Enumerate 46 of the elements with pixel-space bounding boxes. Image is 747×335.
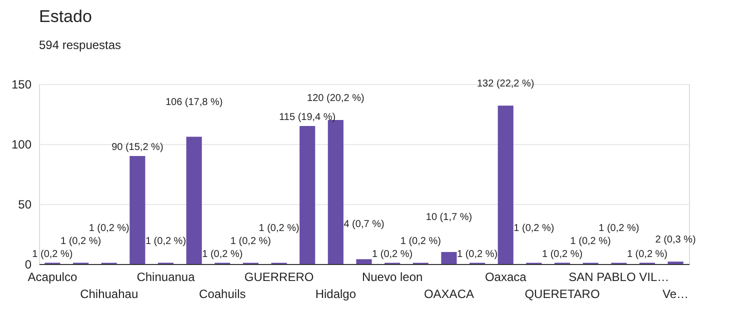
data-label: 1 (0,2 %) bbox=[60, 236, 102, 247]
data-label: 1 (0,2 %) bbox=[570, 236, 611, 247]
data-label: 4 (0,7 %) bbox=[344, 219, 384, 230]
x-tick-label: Oaxaca bbox=[484, 270, 527, 284]
x-tick-label: Hidalgo bbox=[315, 287, 356, 301]
data-label: 120 (20,2 %) bbox=[307, 93, 364, 104]
y-tick-label: 0 bbox=[24, 258, 32, 272]
data-label: 132 (22,2 %) bbox=[476, 78, 534, 90]
bar bbox=[300, 126, 316, 264]
data-label: 1 (0,2 %) bbox=[88, 222, 130, 234]
x-tick-label: SAN PABLO VIL… bbox=[568, 270, 670, 284]
data-label: 1 (0,2 %) bbox=[145, 236, 186, 247]
chart-subtitle: 594 respuestas bbox=[39, 38, 122, 52]
data-label: 1 (0,2 %) bbox=[230, 236, 271, 247]
data-label: 1 (0,2 %) bbox=[542, 248, 583, 260]
y-tick-label: 150 bbox=[11, 78, 32, 92]
data-label: 1 (0,2 %) bbox=[598, 222, 640, 234]
bar bbox=[441, 252, 457, 264]
data-label: 1 (0,2 %) bbox=[32, 248, 73, 260]
data-label: 90 (15,2 %) bbox=[112, 142, 164, 153]
data-label: 1 (0,2 %) bbox=[514, 222, 554, 234]
x-tick-label: Acapulco bbox=[28, 270, 78, 284]
bar bbox=[130, 156, 146, 264]
bar bbox=[356, 259, 372, 264]
data-label: 1 (0,2 %) bbox=[457, 248, 498, 260]
data-label: 1 (0,2 %) bbox=[202, 248, 243, 260]
x-tick-label: QUERETARO bbox=[524, 287, 600, 301]
data-label: 2 (0,3 %) bbox=[655, 234, 696, 246]
data-label: 1 (0,2 %) bbox=[372, 248, 413, 260]
x-tick-label: GUERRERO bbox=[244, 270, 314, 284]
y-tick-label: 50 bbox=[18, 198, 32, 212]
x-tick-label: Coahuils bbox=[199, 287, 246, 301]
x-tick-label: Chihuahau bbox=[80, 287, 138, 301]
data-label: 1 (0,2 %) bbox=[400, 236, 441, 247]
data-label: 1 (0,2 %) bbox=[258, 222, 300, 234]
x-tick-label: OAXACA bbox=[424, 287, 474, 301]
bar bbox=[498, 106, 514, 264]
data-label: 1 (0,2 %) bbox=[626, 248, 668, 260]
y-tick-label: 100 bbox=[11, 138, 32, 152]
data-label: 106 (17,8 %) bbox=[165, 96, 223, 108]
x-tick-label: Ve… bbox=[662, 287, 689, 301]
data-label: 10 (1,7 %) bbox=[426, 212, 472, 223]
x-tick-label: Nuevo leon bbox=[362, 270, 423, 284]
chart-title: Estado bbox=[39, 7, 92, 26]
x-tick-label: Chinuanua bbox=[136, 270, 196, 284]
bar bbox=[186, 136, 202, 264]
